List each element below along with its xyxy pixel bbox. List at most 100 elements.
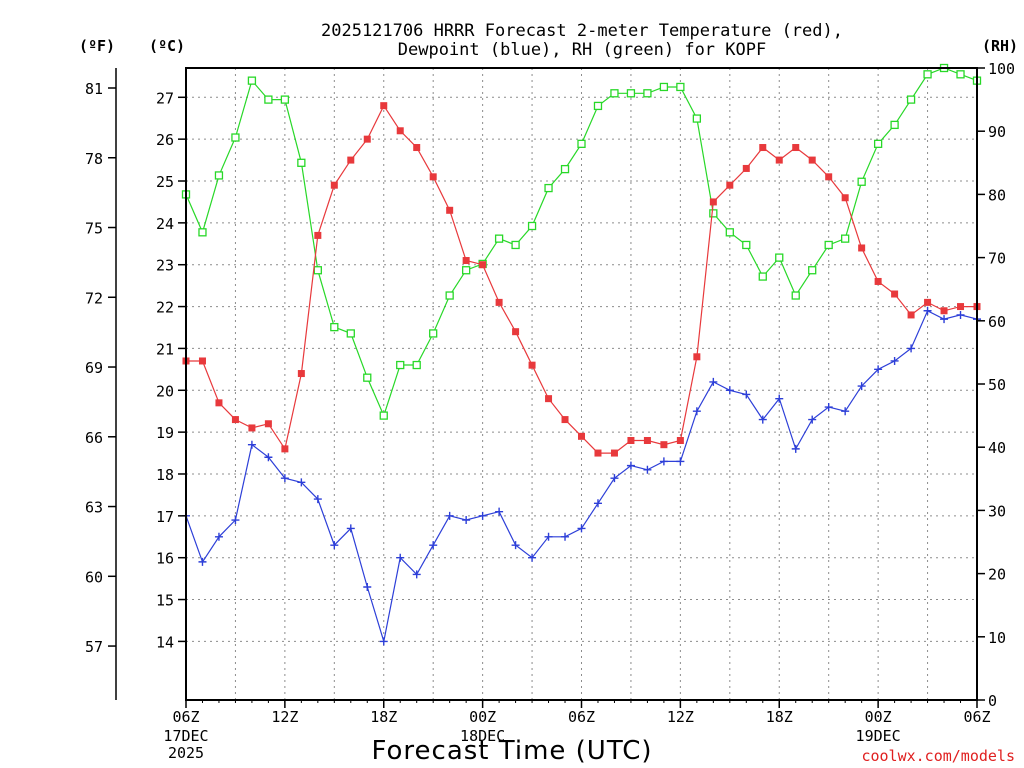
data-point [314, 231, 322, 239]
x-tick-sublabel: 17DEC [163, 727, 208, 745]
data-point [659, 457, 668, 466]
data-point [264, 95, 273, 104]
data-point [264, 453, 273, 462]
rh-tick-label: 30 [988, 502, 1006, 520]
data-point [528, 361, 536, 369]
data-point [874, 365, 883, 374]
celsius-tick-label: 14 [156, 633, 174, 651]
data-point [858, 244, 866, 252]
data-point [396, 553, 405, 562]
data-point [231, 133, 240, 142]
fahrenheit-tick-label: 60 [85, 568, 103, 586]
celsius-unit-label: (ºC) [149, 37, 185, 55]
fahrenheit-tick-label: 72 [85, 289, 103, 307]
data-point [346, 524, 355, 533]
data-point [643, 89, 652, 98]
data-point [692, 407, 701, 416]
data-point [808, 415, 817, 424]
data-point [924, 298, 932, 306]
data-point [610, 89, 619, 98]
data-point [808, 156, 816, 164]
data-point [214, 171, 224, 180]
x-tick-sublabel: 18DEC [460, 727, 505, 745]
data-point [429, 329, 438, 338]
data-point [461, 266, 471, 275]
data-point [413, 144, 421, 152]
chart-title-line-2: Dewpoint (blue), RH (green) for KOPF [398, 40, 766, 60]
data-point [379, 411, 388, 420]
data-point [940, 315, 949, 324]
data-point [857, 177, 866, 186]
data-point [940, 307, 948, 315]
data-point [478, 511, 487, 520]
data-point [906, 95, 916, 104]
celsius-tick-label: 27 [156, 89, 174, 107]
x-tick-label: 18Z [370, 708, 397, 726]
data-point [544, 532, 553, 541]
rh-unit-label: (RH) [982, 37, 1018, 55]
data-point [446, 206, 454, 214]
series-group [182, 102, 981, 457]
data-point [281, 445, 289, 453]
fahrenheit-tick-label: 57 [85, 638, 103, 656]
data-point [808, 266, 817, 275]
data-point [742, 390, 751, 399]
celsius-tick-label: 18 [156, 466, 174, 484]
data-point [792, 144, 800, 152]
celsius-tick-label: 25 [156, 173, 174, 191]
data-point [346, 329, 355, 338]
data-point [841, 407, 850, 416]
data-point [775, 253, 784, 262]
celsius-tick-label: 22 [156, 299, 174, 317]
fahrenheit-tick-label: 69 [85, 359, 103, 377]
celsius-tick-label: 21 [156, 340, 174, 358]
x-tick-label: 00Z [865, 708, 892, 726]
data-point [528, 553, 537, 562]
data-point [198, 228, 207, 237]
celsius-tick-label: 16 [156, 550, 174, 568]
data-point [380, 102, 388, 110]
data-point [957, 303, 965, 311]
data-point [791, 444, 800, 453]
data-point [215, 399, 223, 407]
data-point [412, 570, 421, 579]
credit-link[interactable]: coolwx.com/models [861, 747, 1015, 765]
celsius-tick-label: 19 [156, 424, 174, 442]
data-point [396, 360, 405, 370]
data-point [544, 183, 553, 193]
data-point [610, 474, 619, 483]
data-point [313, 266, 322, 275]
data-point [479, 261, 487, 269]
data-point [330, 181, 338, 189]
data-point [841, 234, 850, 243]
data-point [594, 449, 602, 457]
x-axis-title: Forecast Time (UTC) [371, 736, 652, 766]
x-tick-label: 06Z [172, 708, 199, 726]
data-point [725, 228, 734, 237]
data-point [363, 373, 372, 382]
data-point [758, 415, 767, 424]
data-point [313, 495, 322, 504]
data-point [626, 461, 635, 470]
data-point [198, 357, 206, 365]
rh-tick-label: 10 [988, 629, 1006, 647]
data-point [726, 181, 734, 189]
celsius-tick-label: 17 [156, 508, 174, 526]
data-point [907, 344, 916, 353]
x-tick-sublabel: 2025 [168, 744, 204, 762]
data-point [445, 511, 454, 520]
data-point [841, 194, 849, 202]
data-point [956, 70, 965, 79]
data-point [578, 432, 585, 440]
rh-tick-label: 60 [988, 313, 1006, 331]
data-point [956, 310, 965, 319]
data-point [545, 395, 553, 403]
data-point [495, 507, 504, 516]
data-point [462, 516, 471, 525]
data-point [347, 156, 355, 164]
rh-tick-label: 0 [988, 692, 997, 710]
data-point [890, 120, 899, 130]
fahrenheit-tick-label: 75 [85, 220, 103, 238]
data-point [280, 95, 290, 104]
data-point [462, 257, 470, 265]
